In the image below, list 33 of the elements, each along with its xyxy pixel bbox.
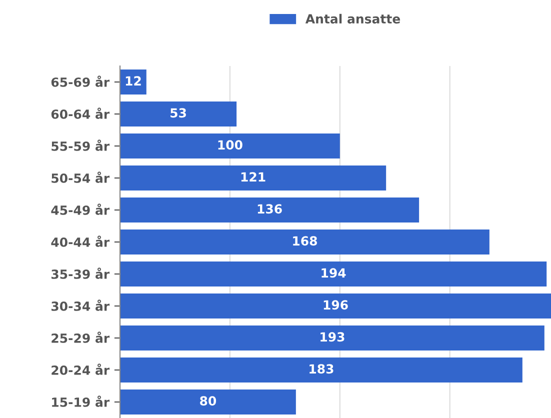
data-label: 121 <box>241 172 266 182</box>
y-tick-label: 45-49 år <box>51 204 110 215</box>
y-tick-label: 60-64 år <box>51 108 110 119</box>
bar <box>120 294 551 318</box>
bar <box>120 262 547 286</box>
legend-label: Antal ansatte <box>305 14 400 24</box>
y-tick-label: 50-54 år <box>52 172 110 183</box>
bar <box>120 326 544 350</box>
bar <box>120 198 420 222</box>
data-label: 193 <box>320 332 344 342</box>
y-tick-label: 65-69 år <box>51 76 110 87</box>
data-label: 194 <box>322 268 346 278</box>
y-tick-label: 40-44 år <box>51 236 110 247</box>
y-tick-label: 35-39 år <box>51 268 110 279</box>
bar <box>120 230 490 254</box>
data-label: 168 <box>293 236 317 246</box>
data-label: 183 <box>310 364 334 374</box>
bar <box>120 390 296 414</box>
y-tick-label: 25-29 år <box>52 332 110 343</box>
data-label: 80 <box>200 396 216 406</box>
data-label: 12 <box>126 76 141 86</box>
bar <box>120 358 522 382</box>
data-label: 196 <box>324 300 348 310</box>
data-label: 136 <box>258 204 282 214</box>
bar <box>120 102 237 126</box>
y-tick-label: 55-59 år <box>52 140 110 151</box>
y-tick-label: 30-34 år <box>51 300 110 311</box>
bar <box>120 166 386 190</box>
data-label: 100 <box>218 140 242 150</box>
y-tick-label: 20-24 år <box>52 364 110 375</box>
data-label: 53 <box>170 108 186 118</box>
y-tick-label: 15-19 år <box>52 396 110 407</box>
bar <box>120 134 340 158</box>
